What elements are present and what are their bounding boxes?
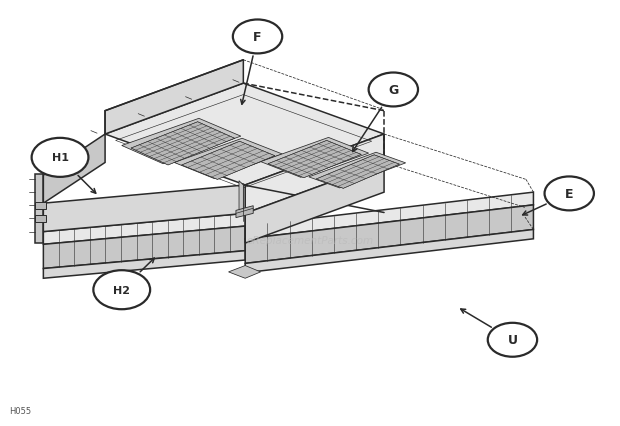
Circle shape [32, 138, 89, 178]
Polygon shape [309, 153, 405, 188]
Polygon shape [245, 135, 384, 214]
Text: U: U [507, 334, 518, 346]
Circle shape [544, 177, 594, 211]
Polygon shape [245, 205, 533, 264]
Text: F: F [254, 31, 262, 44]
Polygon shape [174, 139, 282, 179]
Text: eReplacementParts.com: eReplacementParts.com [246, 236, 374, 245]
Text: E: E [565, 187, 574, 201]
Polygon shape [43, 135, 105, 204]
Polygon shape [43, 185, 245, 232]
Bar [35, 216, 46, 222]
Polygon shape [229, 266, 260, 279]
Polygon shape [105, 60, 243, 135]
Polygon shape [260, 138, 369, 178]
Polygon shape [316, 155, 399, 189]
Polygon shape [268, 141, 361, 178]
Polygon shape [245, 230, 533, 273]
Polygon shape [35, 175, 43, 244]
Polygon shape [239, 181, 243, 214]
Text: H2: H2 [113, 285, 130, 295]
Polygon shape [131, 122, 235, 166]
Text: H055: H055 [9, 406, 31, 415]
Bar [35, 203, 46, 210]
Polygon shape [122, 119, 241, 164]
Circle shape [488, 323, 537, 357]
Polygon shape [245, 193, 533, 239]
Circle shape [369, 73, 418, 107]
Polygon shape [43, 251, 245, 279]
Polygon shape [105, 84, 384, 185]
Polygon shape [43, 227, 245, 269]
Text: G: G [388, 84, 399, 97]
Circle shape [94, 271, 150, 310]
Polygon shape [236, 206, 253, 218]
Text: H1: H1 [51, 153, 69, 163]
Polygon shape [182, 142, 275, 180]
Polygon shape [245, 163, 384, 244]
Polygon shape [43, 214, 245, 245]
Circle shape [233, 20, 282, 54]
